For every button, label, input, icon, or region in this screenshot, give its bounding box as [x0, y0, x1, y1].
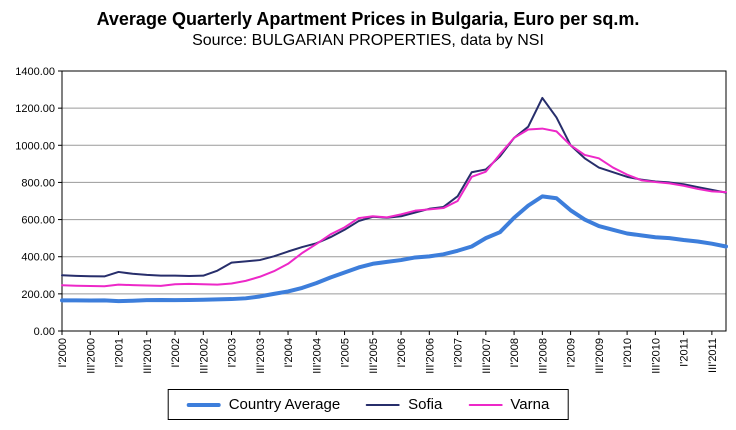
x-axis-label: III'2005 [368, 338, 380, 374]
x-axis-label: III'2002 [198, 338, 210, 374]
x-axis-label: III'2003 [255, 338, 267, 374]
x-axis-label: III'2004 [311, 338, 323, 374]
y-axis-label: 800.00 [21, 177, 55, 189]
y-axis-label: 200.00 [21, 289, 55, 301]
x-axis-label: I'2002 [170, 338, 182, 368]
legend: Country Average Sofia Varna [167, 389, 569, 420]
x-axis-label: I'2010 [622, 338, 634, 368]
chart-subtitle: Source: BULGARIAN PROPERTIES, data by NS… [192, 32, 544, 49]
plot-border [61, 70, 727, 332]
y-axis-label: 0.00 [34, 326, 55, 338]
series-line-0 [60, 194, 728, 304]
x-axis-label: III'2000 [85, 338, 97, 374]
y-axis-label: 600.00 [21, 215, 55, 227]
x-axis-label: I'2011 [679, 338, 691, 367]
x-axis-label: I'2009 [566, 338, 578, 368]
legend-item-sofia: Sofia [366, 396, 442, 413]
x-axis-label: III'2008 [537, 338, 549, 374]
x-axis-label: I'2006 [396, 338, 408, 368]
series-line-1 [61, 96, 727, 278]
legend-line-sample-country-average [186, 402, 221, 407]
legend-line-sample-varna [468, 403, 503, 406]
legend-label-country-average: Country Average [228, 396, 341, 413]
legend-label-sofia: Sofia [408, 396, 443, 413]
legend-line-sample-sofia [366, 403, 401, 406]
x-axis-label: I'2004 [283, 338, 295, 368]
x-axis-label: I'2007 [453, 338, 465, 368]
legend-label-varna: Varna [510, 396, 550, 413]
x-axis-label: III'2006 [424, 338, 436, 374]
x-axis-label: III'2009 [594, 338, 606, 374]
x-axis-label: I'2003 [227, 338, 239, 368]
legend-item-varna: Varna [468, 396, 549, 413]
y-axis-label: 1000.00 [15, 140, 55, 152]
legend-item-country-average: Country Average [186, 396, 341, 413]
x-axis-label: I'2001 [114, 338, 126, 368]
x-axis-label: I'2008 [509, 338, 521, 368]
chart-title: Average Quarterly Apartment Prices in Bu… [96, 9, 640, 29]
x-axis-label: I'2000 [57, 338, 69, 368]
y-axis-label: 400.00 [21, 252, 55, 264]
x-axis-label: III'2001 [142, 338, 154, 374]
series-line-2 [61, 127, 727, 288]
x-axis-label: III'2007 [481, 338, 493, 374]
x-axis-label: III'2010 [650, 338, 662, 374]
x-axis-label: III'2011 [707, 338, 719, 373]
y-axis-label: 1200.00 [15, 103, 55, 115]
y-axis-label: 1400.00 [15, 66, 55, 78]
x-axis-label: I'2005 [340, 338, 352, 368]
